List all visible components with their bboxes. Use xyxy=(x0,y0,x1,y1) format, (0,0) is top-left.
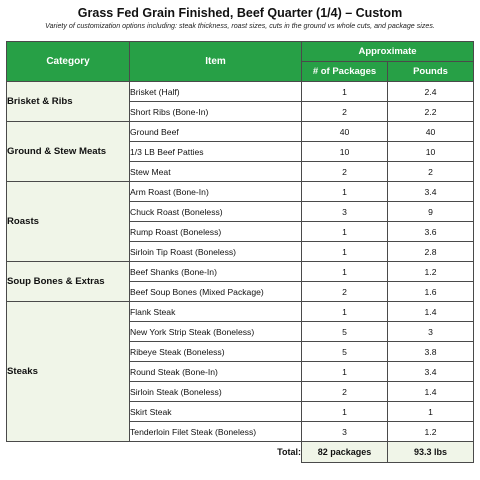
total-packages: 82 packages xyxy=(301,441,388,463)
item-cell: Brisket (Half) xyxy=(129,81,302,102)
table-row: Tenderloin Filet Steak (Boneless) 3 1.2 xyxy=(7,421,475,442)
packages-cell: 3 xyxy=(301,201,388,222)
item-cell: Skirt Steak xyxy=(129,401,302,422)
table-row: Brisket & Ribs Brisket (Half) 1 2.4 xyxy=(6,81,475,122)
table-row: Roasts Arm Roast (Bone-In) 1 3.4 xyxy=(6,181,475,262)
total-row: Total: 82 packages 93.3 lbs xyxy=(7,441,475,463)
pounds-cell: 9 xyxy=(386,201,475,222)
pounds-cell: 1.6 xyxy=(386,281,475,302)
table-row: Chuck Roast (Boneless) 3 9 xyxy=(7,201,475,222)
pounds-cell: 1.4 xyxy=(386,301,475,322)
pounds-cell: 3.4 xyxy=(386,361,475,382)
table-row: Ground & Stew Meats Ground Beef 40 40 xyxy=(6,121,475,182)
table-row: Sirloin Tip Roast (Boneless) 1 2.8 xyxy=(7,241,475,262)
packages-cell: 1 xyxy=(301,81,388,102)
item-cell: Arm Roast (Bone-In) xyxy=(129,181,302,202)
packages-cell: 2 xyxy=(301,381,388,402)
beef-quarter-table: Category Item Approximate # of Packages … xyxy=(6,41,475,463)
item-cell: Sirloin Tip Roast (Boneless) xyxy=(129,241,302,262)
document-title: Grass Fed Grain Finished, Beef Quarter (… xyxy=(77,6,403,20)
document-subtitle: Variety of customization options includi… xyxy=(45,22,435,30)
item-cell: Stew Meat xyxy=(129,161,302,182)
packages-cell: 1 xyxy=(301,401,388,422)
table-row: Steaks Flank Steak 1 1.4 xyxy=(6,301,475,442)
item-cell: Ribeye Steak (Boneless) xyxy=(129,341,302,362)
packages-cell: 2 xyxy=(301,161,388,182)
table-row: Round Steak (Bone-In) 1 3.4 xyxy=(7,361,475,382)
category-cell: Soup Bones & Extras xyxy=(6,261,130,302)
table-row: Soup Bones & Extras Beef Shanks (Bone-In)… xyxy=(6,261,475,302)
category-cell: Steaks xyxy=(6,301,130,442)
table-row: New York Strip Steak (Boneless) 5 3 xyxy=(7,321,475,342)
pounds-cell: 10 xyxy=(386,141,475,162)
pounds-cell: 2.8 xyxy=(386,241,475,262)
total-pounds: 93.3 lbs xyxy=(386,441,475,463)
pounds-cell: 3.4 xyxy=(386,181,475,202)
pounds-cell: 1 xyxy=(386,401,475,422)
item-cell: Flank Steak xyxy=(129,301,302,322)
table-row: Skirt Steak 1 1 xyxy=(7,401,475,422)
pounds-cell: 3 xyxy=(386,321,475,342)
header-packages: # of Packages xyxy=(301,61,388,82)
header-item: Item xyxy=(129,41,302,82)
total-spacer xyxy=(7,442,130,463)
packages-cell: 1 xyxy=(301,241,388,262)
pounds-cell: 3.6 xyxy=(386,221,475,242)
header-category: Category xyxy=(6,41,130,82)
item-cell: Round Steak (Bone-In) xyxy=(129,361,302,382)
item-cell: Tenderloin Filet Steak (Boneless) xyxy=(129,421,302,442)
packages-cell: 2 xyxy=(301,281,388,302)
item-cell: 1/3 LB Beef Patties xyxy=(129,141,302,162)
packages-cell: 1 xyxy=(301,181,388,202)
item-cell: New York Strip Steak (Boneless) xyxy=(129,321,302,342)
item-cell: Short Ribs (Bone-In) xyxy=(129,101,302,122)
category-cell: Roasts xyxy=(6,181,130,262)
packages-cell: 3 xyxy=(301,421,388,442)
item-cell: Beef Soup Bones (Mixed Package) xyxy=(129,281,302,302)
item-cell: Ground Beef xyxy=(129,121,302,142)
table-row: Short Ribs (Bone-In) 2 2.2 xyxy=(7,101,475,122)
table-row: Beef Soup Bones (Mixed Package) 2 1.6 xyxy=(7,281,475,302)
packages-cell: 5 xyxy=(301,321,388,342)
item-cell: Sirloin Steak (Boneless) xyxy=(129,381,302,402)
item-cell: Chuck Roast (Boneless) xyxy=(129,201,302,222)
table-header: Category Item Approximate # of Packages … xyxy=(6,41,475,82)
table-body: Brisket & Ribs Brisket (Half) 1 2.4 Short Ri… xyxy=(6,81,475,442)
pounds-cell: 3.8 xyxy=(386,341,475,362)
packages-cell: 1 xyxy=(301,361,388,382)
item-cell: Rump Roast (Boneless) xyxy=(129,221,302,242)
table-row: Sirloin Steak (Boneless) 2 1.4 xyxy=(7,381,475,402)
category-cell: Ground & Stew Meats xyxy=(6,121,130,182)
packages-cell: 1 xyxy=(301,221,388,242)
packages-cell: 1 xyxy=(301,301,388,322)
packages-cell: 1 xyxy=(301,261,388,282)
packages-cell: 2 xyxy=(301,101,388,122)
pounds-cell: 1.2 xyxy=(386,421,475,442)
pounds-cell: 2 xyxy=(386,161,475,182)
item-cell: Beef Shanks (Bone-In) xyxy=(129,261,302,282)
pounds-cell: 40 xyxy=(386,121,475,142)
total-label: Total: xyxy=(277,447,301,458)
table-row: Stew Meat 2 2 xyxy=(7,161,475,182)
header-pounds: Pounds xyxy=(386,61,475,82)
header-approximate: Approximate xyxy=(300,41,475,62)
category-cell: Brisket & Ribs xyxy=(6,81,130,122)
pounds-cell: 2.2 xyxy=(386,101,475,122)
packages-cell: 5 xyxy=(301,341,388,362)
pounds-cell: 1.4 xyxy=(386,381,475,402)
pounds-cell: 2.4 xyxy=(386,81,475,102)
packages-cell: 40 xyxy=(301,121,388,142)
packages-cell: 10 xyxy=(301,141,388,162)
pounds-cell: 1.2 xyxy=(386,261,475,282)
